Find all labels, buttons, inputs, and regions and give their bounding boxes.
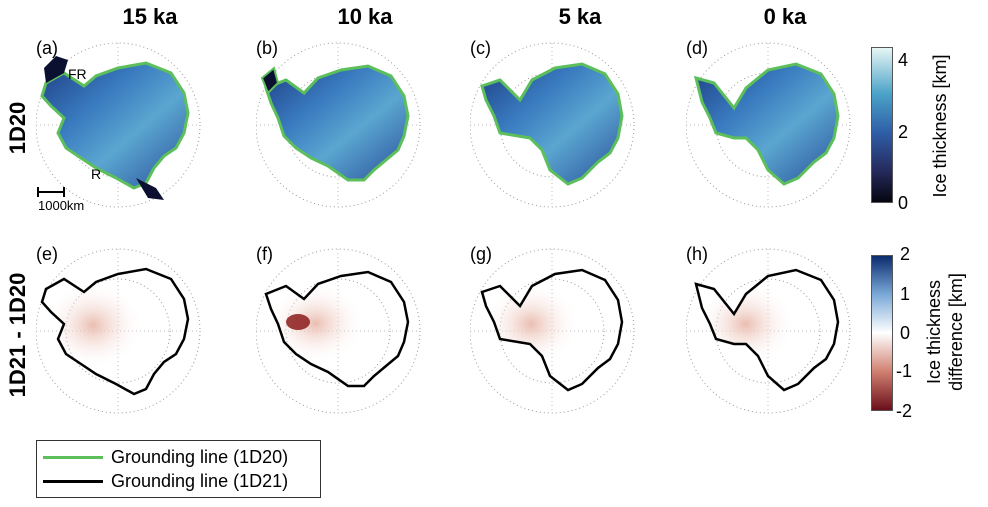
panel-label-c: (c): [470, 38, 491, 58]
legend-label-1d20: Grounding line (1D20): [111, 446, 289, 467]
panel-label-f: (f): [256, 244, 273, 264]
panel-label-d: (d): [686, 38, 708, 58]
colorbar-thickness-tick-4: 4: [898, 50, 909, 70]
legend-item-1d21: Grounding line (1D21): [43, 469, 288, 493]
panel-h: (h): [686, 244, 896, 429]
colorbar-difference-title-line2: difference [km]: [946, 273, 966, 391]
colorbar-thickness-title: Ice thickness [km]: [930, 54, 950, 198]
antarctica-shape: [40, 61, 190, 190]
row-label-1d20: 1D20: [5, 101, 30, 155]
column-title-0ka: 0 ka: [763, 4, 807, 29]
panel-e: (e): [36, 244, 246, 429]
colorbar-ice-thickness-difference: [871, 255, 893, 411]
scale-bar: [37, 187, 65, 197]
panel-d: (d): [686, 38, 896, 223]
ice-thickness-difference-map-5ka: [470, 248, 635, 414]
colorbar-ice-thickness: [871, 47, 893, 203]
panel-g: (g): [470, 244, 680, 429]
panel-label-e: (e): [36, 244, 58, 264]
colorbar-difference-title-line1: Ice thickness: [924, 279, 944, 385]
colorbar-difference-title: Ice thickness difference [km]: [923, 257, 967, 407]
ice-thickness-difference-map-10ka: [256, 248, 421, 414]
ice-thickness-map-10ka: [256, 42, 421, 208]
row-label-1d21-minus-1d20: 1D21 - 1D20: [5, 272, 30, 398]
scale-bar-label: 1000km: [38, 198, 85, 213]
panel-a: (a) FR R 1000km: [36, 38, 246, 223]
legend-item-1d20: Grounding line (1D20): [43, 445, 288, 469]
legend: Grounding line (1D20) Grounding line (1D…: [36, 440, 321, 498]
ice-thickness-difference-map-0ka: [686, 248, 851, 414]
colorbar-difference-tick-1: 1: [900, 284, 911, 304]
annotation-r: R: [91, 166, 102, 182]
colorbar-difference-tick-neg2: -2: [896, 401, 913, 421]
ice-thickness-map-0ka: [686, 42, 851, 208]
panel-b: (b): [256, 38, 466, 223]
column-title-5ka: 5 ka: [558, 4, 602, 29]
panel-label-h: (h): [686, 244, 708, 264]
legend-label-1d21: Grounding line (1D21): [111, 470, 289, 491]
colorbar-thickness-tick-2: 2: [898, 122, 909, 142]
annotation-fr: FR: [68, 66, 87, 82]
column-title-10ka: 10 ka: [337, 4, 393, 29]
colorbar-difference-tick-neg1: -1: [896, 361, 913, 381]
colorbar-difference-tick-2: 2: [900, 244, 911, 264]
panel-c: (c): [470, 38, 680, 223]
colorbar-thickness-tick-0: 0: [898, 193, 909, 213]
panel-label-a: (a): [36, 38, 58, 58]
colorbar-difference-tick-0: 0: [900, 323, 911, 343]
column-title-15ka: 15 ka: [122, 4, 178, 29]
ice-thickness-map-15ka: [36, 42, 201, 208]
ice-thickness-map-5ka: [470, 42, 635, 208]
panel-label-g: (g): [470, 244, 492, 264]
legend-line-1d21: [43, 479, 103, 483]
legend-line-1d20: [43, 455, 103, 459]
ice-thickness-difference-map-15ka: [36, 248, 201, 414]
panel-label-b: (b): [256, 38, 278, 58]
panel-f: (f): [256, 244, 466, 429]
